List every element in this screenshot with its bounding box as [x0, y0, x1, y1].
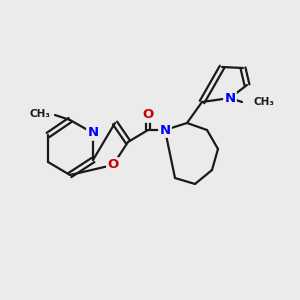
Text: N: N — [87, 127, 99, 140]
Text: CH₃: CH₃ — [30, 109, 51, 119]
Text: O: O — [107, 158, 118, 172]
Text: O: O — [142, 109, 154, 122]
Text: CH₃: CH₃ — [253, 97, 274, 107]
Text: N: N — [224, 92, 236, 104]
Text: N: N — [159, 124, 171, 136]
